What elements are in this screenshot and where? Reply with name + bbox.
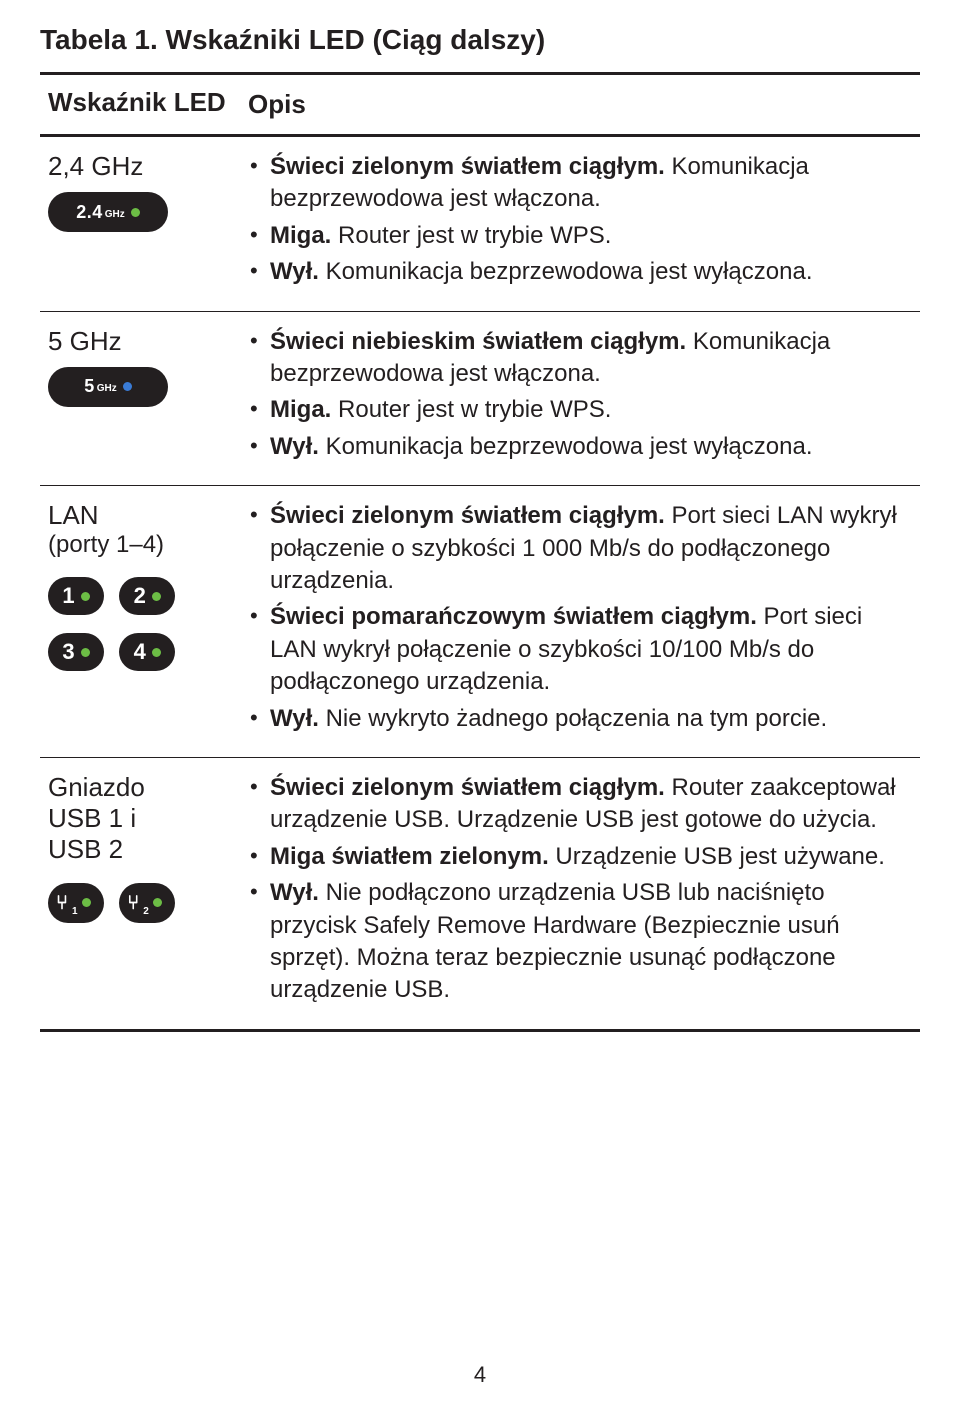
pill-24ghz-num: 2.4 [76, 202, 103, 223]
bold-text: Świeci zielonym światłem ciągłym. [270, 153, 665, 180]
pill-5ghz-num: 5 [84, 376, 95, 397]
bold-text: Miga. [270, 396, 331, 423]
row-usb: Gniazdo USB 1 i USB 2 ⑂ 1 ⑂ 2 [40, 757, 920, 1030]
list-item: Świeci pomarańczowym światłem ciągłym. P… [270, 601, 912, 698]
pill-5ghz: 5 GHz [48, 367, 168, 407]
list-item: Świeci zielonym światłem ciągłym. Komuni… [270, 151, 912, 216]
led-dot-icon [152, 592, 161, 601]
list-item: Wył. Nie podłączono urządzenia USB lub n… [270, 877, 912, 1007]
pill-usb-1: ⑂ 1 [48, 883, 104, 923]
list-item: Świeci zielonym światłem ciągłym. Port s… [270, 500, 912, 597]
rest-text: Urządzenie USB jest używane. [549, 843, 885, 870]
pill-lan-1: 1 [48, 577, 104, 615]
bold-text: Wył. [270, 879, 319, 906]
list-item: Miga światłem zielonym. Urządzenie USB j… [270, 841, 912, 873]
header-desc: Opis [240, 74, 920, 136]
pill-num: 2 [143, 906, 149, 917]
rest-text: Komunikacja bezprzewodowa jest wyłączona… [319, 433, 813, 460]
label-lan: LAN [48, 500, 232, 531]
list-item: Miga. Router jest w trybie WPS. [270, 220, 912, 252]
label-5ghz: 5 GHz [48, 326, 232, 357]
label-usb-1: Gniazdo [48, 772, 232, 803]
header-led: Wskaźnik LED [40, 74, 240, 136]
list-item: Miga. Router jest w trybie WPS. [270, 394, 912, 426]
usb-icon: ⑂ [127, 893, 139, 913]
bold-text: Miga. [270, 222, 331, 249]
bold-text: Świeci zielonym światłem ciągłym. [270, 502, 665, 529]
list-item: Wył. Komunikacja bezprzewodowa jest wyłą… [270, 256, 912, 288]
led-dot-icon [81, 648, 90, 657]
list-item: Świeci zielonym światłem ciągłym. Router… [270, 772, 912, 837]
pill-num: 1 [62, 583, 74, 609]
led-dot-icon [152, 648, 161, 657]
list-item: Świeci niebieskim światłem ciągłym. Komu… [270, 326, 912, 391]
table-title: Tabela 1. Wskaźniki LED (Ciąg dalszy) [40, 24, 920, 56]
label-usb-2: USB 1 i [48, 803, 232, 834]
page-number: 4 [40, 1362, 920, 1388]
rest-text: Komunikacja bezprzewodowa jest wyłączona… [319, 258, 813, 285]
label-usb-3: USB 2 [48, 834, 232, 865]
desc-list-lan: Świeci zielonym światłem ciągłym. Port s… [248, 500, 912, 735]
row-lan: LAN (porty 1–4) 1 2 3 4 Świeci zielonym … [40, 486, 920, 758]
led-dot-icon [123, 382, 132, 391]
bold-text: Miga światłem zielonym. [270, 843, 549, 870]
pill-lan-2: 2 [119, 577, 175, 615]
led-dot-icon [82, 898, 91, 907]
pill-24ghz: 2.4 GHz [48, 192, 168, 232]
pill-num: 3 [62, 639, 74, 665]
rest-text: Router jest w trybie WPS. [331, 396, 611, 423]
bold-text: Świeci pomarańczowym światłem ciągłym. [270, 603, 757, 630]
lan-pill-grid: 1 2 3 4 [48, 567, 232, 679]
bold-text: Świeci niebieskim światłem ciągłym. [270, 328, 686, 355]
pill-24ghz-unit: GHz [105, 209, 125, 220]
rest-text: Router jest w trybie WPS. [331, 222, 611, 249]
led-dot-icon [153, 898, 162, 907]
desc-list-24ghz: Świeci zielonym światłem ciągłym. Komuni… [248, 151, 912, 289]
led-table: Wskaźnik LED Opis 2,4 GHz 2.4 GHz Świeci… [40, 72, 920, 1032]
row-24ghz: 2,4 GHz 2.4 GHz Świeci zielonym światłem… [40, 136, 920, 312]
pill-num: 4 [134, 639, 146, 665]
pill-usb-2: ⑂ 2 [119, 883, 175, 923]
rest-text: Nie wykryto żadnego połączenia na tym po… [319, 705, 827, 732]
bold-text: Świeci zielonym światłem ciągłym. [270, 774, 665, 801]
bold-text: Wył. [270, 258, 319, 285]
bold-text: Wył. [270, 433, 319, 460]
label-24ghz: 2,4 GHz [48, 151, 232, 182]
pill-lan-3: 3 [48, 633, 104, 671]
rest-text: Nie podłączono urządzenia USB lub naciśn… [270, 879, 840, 1003]
usb-pill-row: ⑂ 1 ⑂ 2 [48, 873, 232, 931]
led-dot-icon [131, 208, 140, 217]
pill-num: 1 [72, 906, 78, 917]
bold-text: Wył. [270, 705, 319, 732]
desc-list-usb: Świeci zielonym światłem ciągłym. Router… [248, 772, 912, 1007]
desc-list-5ghz: Świeci niebieskim światłem ciągłym. Komu… [248, 326, 912, 464]
list-item: Wył. Komunikacja bezprzewodowa jest wyłą… [270, 431, 912, 463]
led-dot-icon [81, 592, 90, 601]
list-item: Wył. Nie wykryto żadnego połączenia na t… [270, 703, 912, 735]
usb-icon: ⑂ [56, 893, 68, 913]
row-5ghz: 5 GHz 5 GHz Świeci niebieskim światłem c… [40, 311, 920, 486]
sublabel-lan: (porty 1–4) [48, 531, 232, 559]
pill-5ghz-unit: GHz [97, 383, 117, 394]
pill-num: 2 [134, 583, 146, 609]
pill-lan-4: 4 [119, 633, 175, 671]
